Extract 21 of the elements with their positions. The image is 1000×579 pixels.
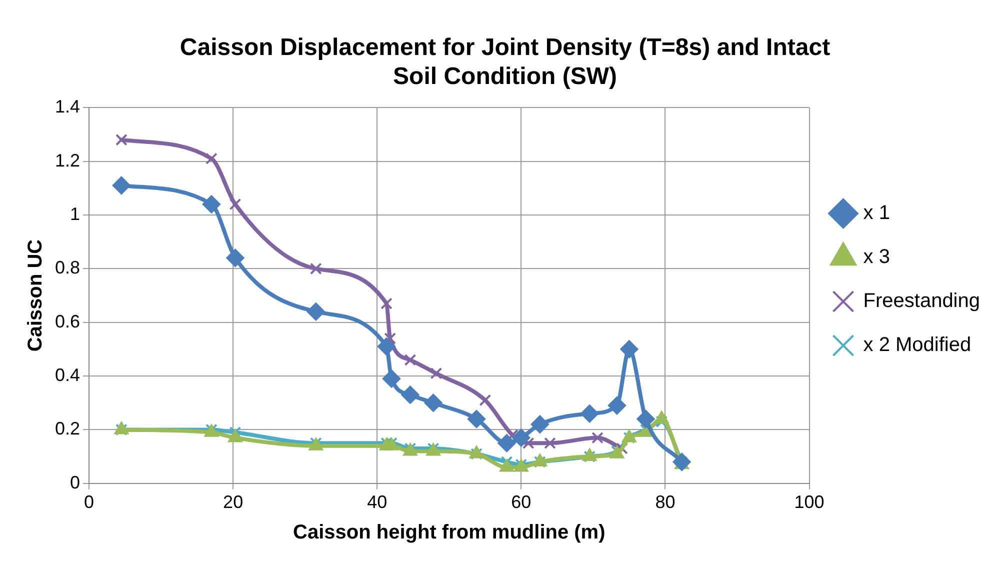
y-tick-label: 0.4 bbox=[54, 364, 80, 385]
y-tick-label: 0 bbox=[70, 472, 80, 492]
x-tick-label: 20 bbox=[223, 492, 244, 512]
chart-title: Caisson Displacement for Joint Density (T=8s) and Intact Soil Condition (SW) bbox=[180, 34, 830, 90]
y-tick-label: 1.2 bbox=[54, 150, 80, 170]
legend-label: x 2 Modified bbox=[863, 334, 972, 356]
legend-label: Freestanding bbox=[863, 290, 980, 312]
x-tick-label: 60 bbox=[511, 492, 532, 512]
y-tick-label: 1.4 bbox=[54, 96, 80, 117]
x-tick-label: 80 bbox=[655, 492, 676, 512]
x-tick-label: 100 bbox=[794, 492, 824, 512]
legend-label: x 1 bbox=[863, 202, 890, 224]
x-tick-label: 0 bbox=[84, 492, 94, 512]
x-tick-label: 40 bbox=[367, 492, 388, 512]
y-axis-title: Caisson UC bbox=[24, 239, 47, 352]
y-tick-label: 0.2 bbox=[54, 418, 80, 439]
y-tick-label: 0.6 bbox=[54, 311, 80, 332]
legend-label: x 3 bbox=[863, 246, 890, 268]
y-tick-label: 1 bbox=[70, 204, 80, 224]
y-tick-label: 0.8 bbox=[54, 258, 80, 278]
x-axis-title: Caisson height from mudline (m) bbox=[293, 522, 606, 544]
